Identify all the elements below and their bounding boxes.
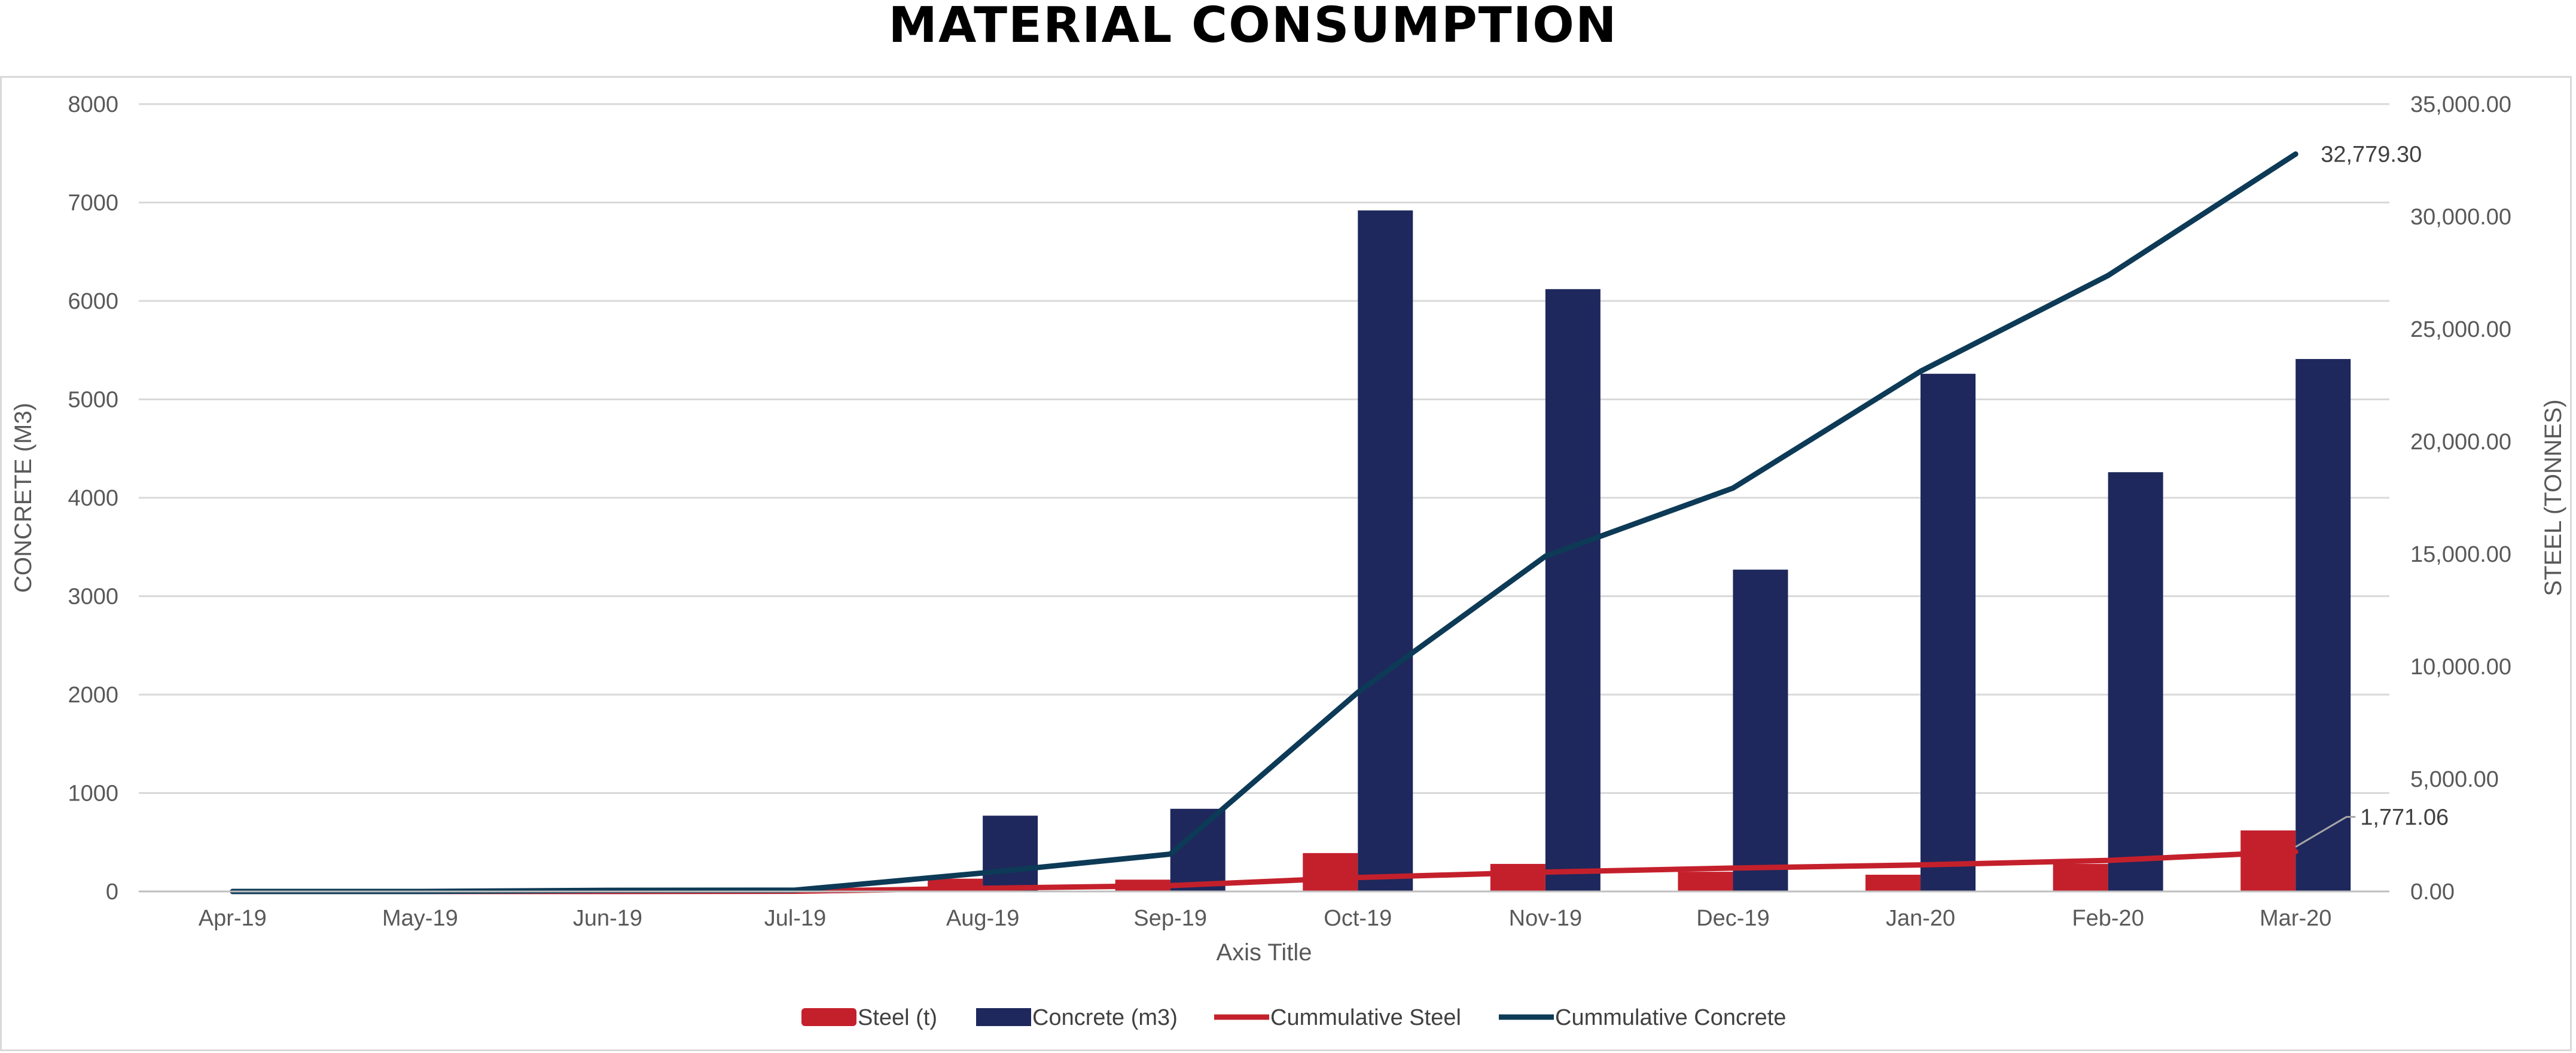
legend-label: Cummulative Concrete — [1555, 1005, 1786, 1030]
y-left-tick-label: 8000 — [68, 92, 118, 117]
x-tick-label: Feb-20 — [2072, 906, 2144, 931]
legend: Steel (t) Concrete (m3) Cummulative Steel C… — [801, 1005, 1786, 1030]
bar-concrete — [1733, 570, 1788, 891]
data-label-concrete-total: 32,779.30 — [2321, 142, 2422, 167]
bar-steel — [1490, 863, 1545, 891]
bar-concrete — [1545, 289, 1601, 891]
bar-steel — [2053, 863, 2108, 891]
x-tick-label: Jan-20 — [1886, 906, 1955, 931]
x-tick-label: Nov-19 — [1509, 906, 1583, 931]
bar-steel — [1678, 872, 1733, 891]
y-left-tick-label: 4000 — [68, 486, 118, 511]
axes: 8000 7000 6000 5000 4000 3000 2000 1000 0 35,000.… — [10, 92, 2566, 966]
y-left-tick-label: 5000 — [68, 388, 118, 413]
y-right-tick-label: 35,000.00 — [2410, 92, 2511, 117]
y-right-tick-label: 10,000.00 — [2410, 655, 2511, 680]
x-tick-label: Apr-19 — [199, 906, 267, 931]
x-tick-label: Sep-19 — [1133, 906, 1207, 931]
bar-concrete — [1170, 808, 1225, 891]
leader-line — [2295, 815, 2356, 848]
y-left-tick-label: 1000 — [68, 781, 118, 807]
x-axis-title: Axis Title — [1216, 939, 1312, 966]
chart-area — [0, 76, 2572, 1051]
y-right-tick-label: 25,000.00 — [2410, 317, 2511, 342]
x-tick-label: Mar-20 — [2260, 906, 2331, 931]
x-tick-label: Oct-19 — [1324, 906, 1392, 931]
x-tick-label: May-19 — [382, 906, 458, 931]
x-tick-label: Jun-19 — [573, 906, 642, 931]
bar-steel — [1865, 875, 1921, 891]
y-left-tick-label: 2000 — [68, 683, 118, 708]
x-tick-label: Jul-19 — [764, 906, 827, 931]
y-right-tick-label: 5,000.00 — [2410, 767, 2499, 792]
y-left-tick-label: 7000 — [68, 191, 118, 216]
data-labels: 32,779.30 1,771.06 — [2295, 142, 2449, 848]
y-left-tick-label: 3000 — [68, 585, 118, 610]
y-right-tick-label: 15,000.00 — [2410, 542, 2511, 567]
legend-swatch — [801, 1008, 856, 1026]
legend-label: Concrete (m3) — [1032, 1005, 1178, 1030]
bar-concrete — [1920, 373, 1976, 891]
bar-concrete — [983, 815, 1038, 891]
chart-title: MATERIAL CONSUMPTION — [888, 0, 1618, 54]
bars — [740, 210, 2351, 891]
legend-label: Steel (t) — [858, 1005, 937, 1030]
y-left-tick-label: 0 — [106, 879, 118, 905]
y-right-axis-title: STEEL (TONNES) — [2540, 400, 2566, 597]
lines — [230, 151, 2298, 894]
x-tick-label: Dec-19 — [1696, 906, 1770, 931]
line-cummulative-concrete — [230, 151, 2298, 894]
x-tick-label: Aug-19 — [946, 906, 1020, 931]
y-right-tick-label: 20,000.00 — [2410, 430, 2511, 455]
legend-label: Cummulative Steel — [1270, 1005, 1461, 1030]
y-left-tick-label: 6000 — [68, 289, 118, 314]
y-left-axis-title: CONCRETE (M3) — [10, 403, 36, 593]
bar-concrete — [1358, 210, 1413, 891]
y-right-tick-label: 30,000.00 — [2410, 205, 2511, 230]
bar-concrete — [2295, 359, 2351, 891]
data-label-steel-total: 1,771.06 — [2360, 805, 2449, 830]
bar-steel — [2240, 830, 2296, 891]
line-cummulative-steel — [230, 848, 2298, 894]
y-right-tick-label: 0.00 — [2410, 879, 2455, 905]
bar-concrete — [2108, 472, 2163, 891]
bar-steel — [1303, 853, 1358, 891]
legend-swatch — [976, 1008, 1031, 1026]
